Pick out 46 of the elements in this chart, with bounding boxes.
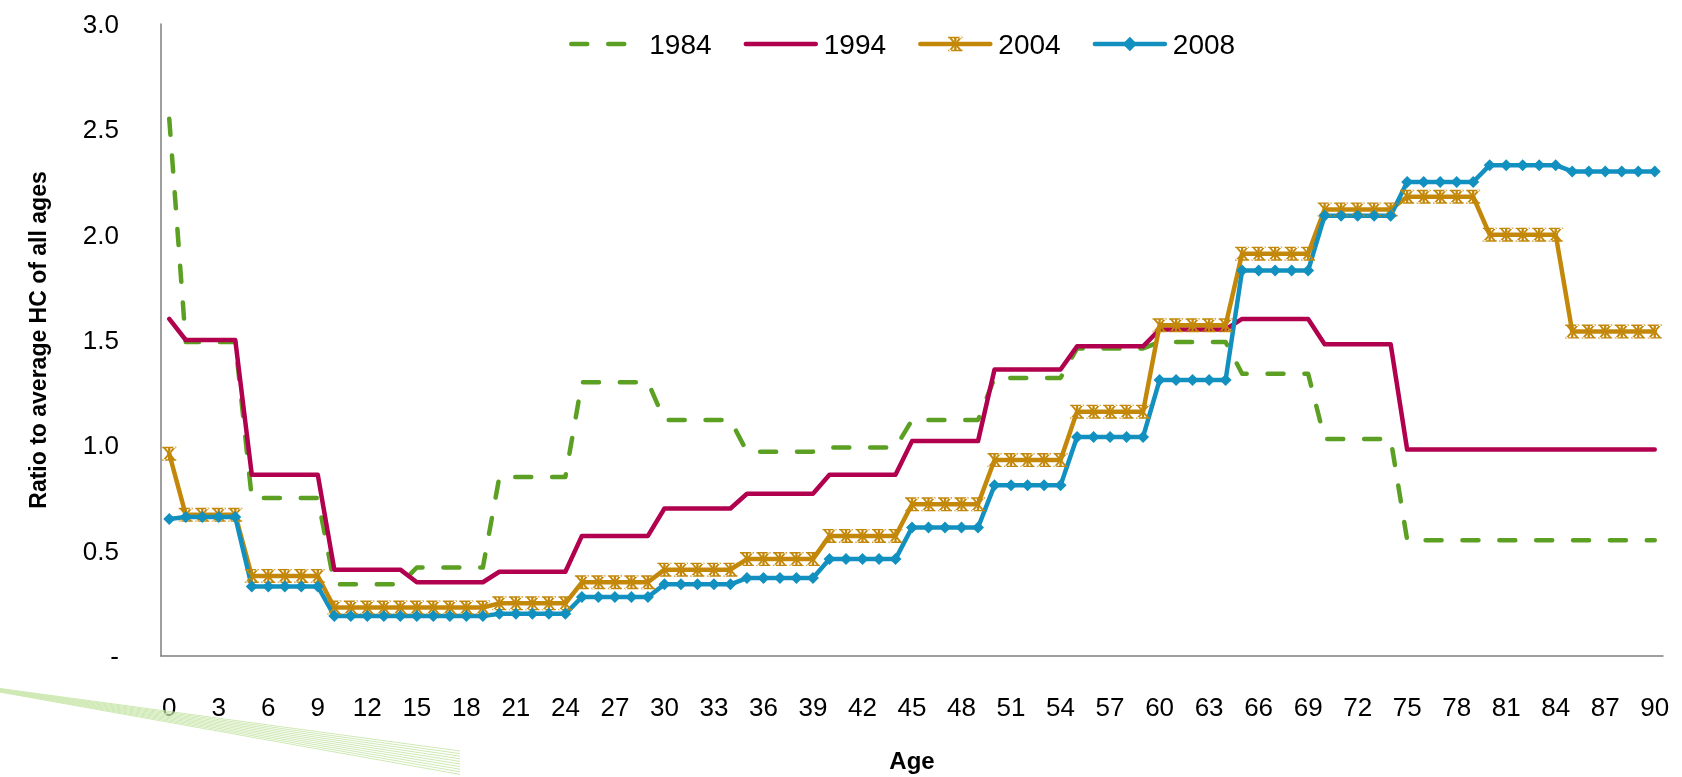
legend-label: 2004 xyxy=(998,28,1061,60)
y-tick-label: 1.5 xyxy=(82,325,119,355)
x-tick-label: 45 xyxy=(897,692,927,722)
x-tick-label: 24 xyxy=(550,692,580,722)
y-tick-label: - xyxy=(110,641,119,671)
x-tick-label: 12 xyxy=(352,692,382,722)
x-tick-label: 6 xyxy=(261,692,276,722)
x-tick-label: 84 xyxy=(1541,692,1571,722)
x-tick-label: 63 xyxy=(1194,692,1224,722)
x-tick-label: 57 xyxy=(1095,692,1125,722)
x-tick-label: 33 xyxy=(699,692,729,722)
x-tick-label: 72 xyxy=(1343,692,1373,722)
line-series xyxy=(167,316,1657,585)
y-tick-label: 2.5 xyxy=(82,114,119,145)
x-tick-label: 66 xyxy=(1244,692,1274,722)
legend-label: 2008 xyxy=(1172,28,1236,60)
x-tick-label: 9 xyxy=(310,692,326,722)
x-tick-label: 51 xyxy=(996,692,1026,722)
x-tick-label: 78 xyxy=(1442,692,1472,722)
y-tick-label: 1.0 xyxy=(82,430,119,461)
x-tick-label: 81 xyxy=(1491,692,1521,722)
x-tick-label: 0 xyxy=(162,692,177,722)
legend-label: 1994 xyxy=(823,28,887,60)
x-tick-label: 75 xyxy=(1392,692,1422,722)
x-tick-label: 60 xyxy=(1145,692,1175,722)
x-tick-label: 90 xyxy=(1640,692,1670,722)
x-axis-title: Age xyxy=(889,746,935,774)
x-tick-label: 18 xyxy=(451,692,481,722)
x-tick-label: 15 xyxy=(402,692,432,722)
x-tick-label: 48 xyxy=(947,692,976,722)
y-tick-label: 0.5 xyxy=(82,535,119,566)
x-tick-label: 36 xyxy=(748,692,778,722)
x-tick-label: 39 xyxy=(798,692,828,722)
y-tick-label: 3.0 xyxy=(82,9,119,39)
x-tick-label: 3 xyxy=(211,692,226,722)
x-tick-label: 69 xyxy=(1293,692,1323,722)
y-tick-label: 2.0 xyxy=(82,219,119,250)
y-axis-title: Ratio to average HC of all ages xyxy=(24,171,51,509)
x-tick-label: 42 xyxy=(848,692,877,722)
x-tick-label: 87 xyxy=(1590,692,1620,722)
x-tick-label: 27 xyxy=(600,692,630,722)
x-tick-label: 54 xyxy=(1046,692,1076,722)
x-tick-label: 30 xyxy=(649,692,679,722)
legend-label: 1984 xyxy=(649,28,712,60)
x-tick-label: 21 xyxy=(501,692,531,722)
line-series xyxy=(167,116,1657,587)
